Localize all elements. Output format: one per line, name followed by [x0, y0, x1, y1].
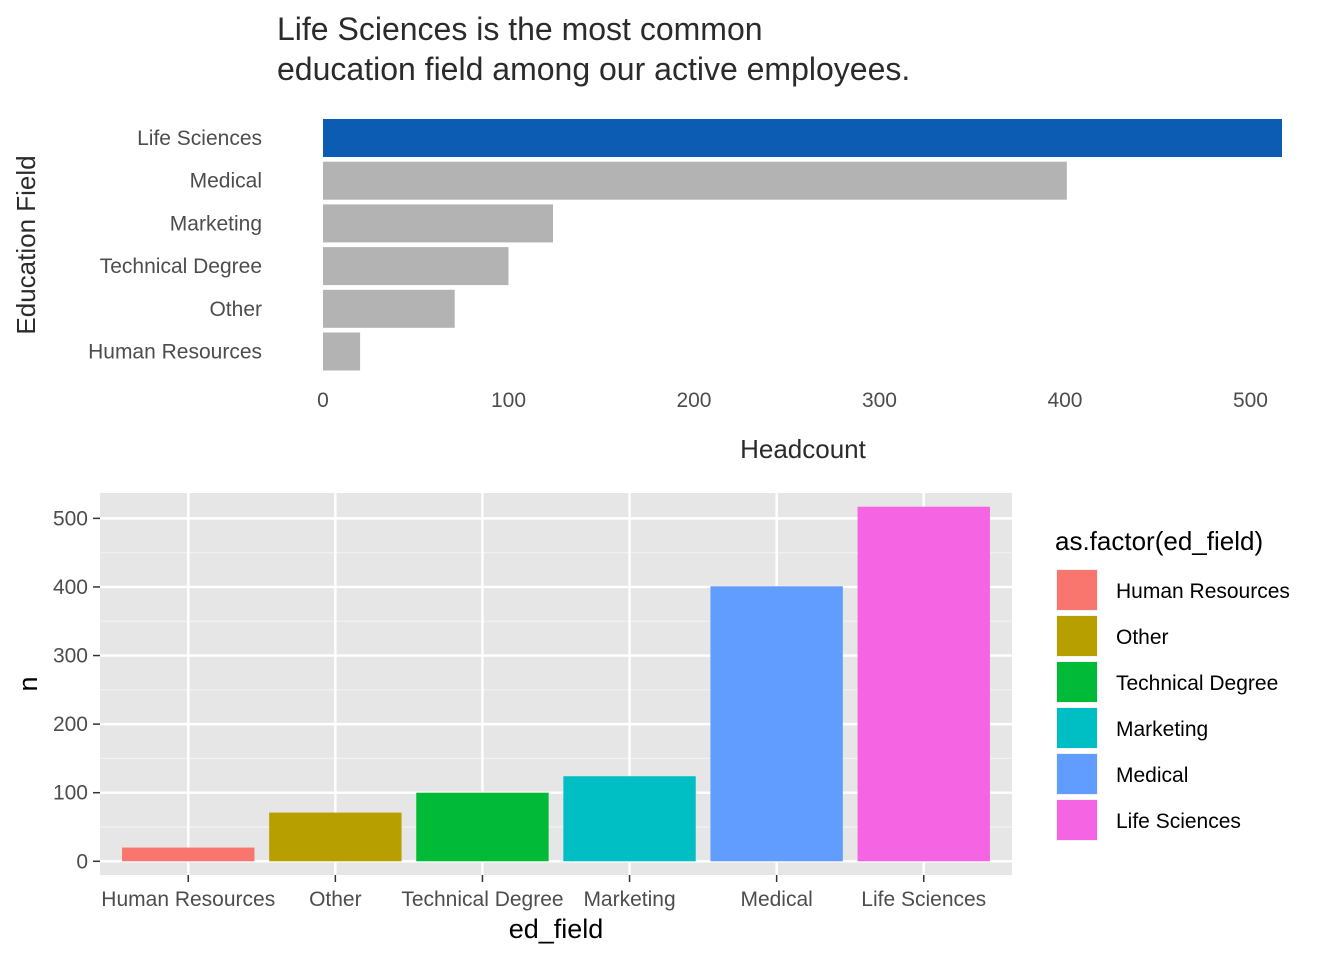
top-x-axis-title: Headcount [740, 434, 867, 464]
bottom-x-tick-label: Life Sciences [861, 888, 986, 911]
legend-swatch-other [1057, 616, 1097, 656]
legend-swatch-life-sciences [1057, 800, 1097, 840]
bottom-bar-human-resources [122, 847, 255, 862]
legend-swatch-marketing [1057, 708, 1097, 748]
top-bar-medical [323, 161, 1067, 200]
bottom-x-tick-label: Marketing [583, 888, 675, 911]
legend-title: as.factor(ed_field) [1055, 526, 1263, 556]
legend-label: Marketing [1116, 718, 1208, 741]
chart-title-line-2: education field among our active employe… [277, 51, 910, 87]
chart-title-line-1: Life Sciences is the most common [277, 11, 763, 47]
top-y-tick-label: Medical [190, 170, 262, 193]
top-bar-technical-degree [323, 247, 509, 286]
top-x-tick-label: 300 [862, 389, 897, 412]
top-y-axis-title: Education Field [11, 155, 41, 334]
legend-swatch-human-resources [1057, 570, 1097, 610]
top-bar-human-resources [323, 332, 361, 371]
legend: as.factor(ed_field) Human Resources Other… [1055, 526, 1290, 841]
bottom-bar-marketing [563, 776, 696, 862]
bottom-y-tick-label: 500 [53, 507, 88, 530]
bottom-y-tick-label: 0 [76, 850, 88, 873]
top-y-tick-label: Technical Degree [100, 255, 262, 278]
top-y-tick-label: Marketing [170, 212, 262, 235]
bottom-bar-other [269, 812, 402, 862]
bottom-y-tick-label: 100 [53, 782, 88, 805]
bottom-x-axis-title: ed_field [509, 914, 604, 944]
legend-label: Medical [1116, 764, 1188, 787]
bottom-y-axis-title: n [13, 676, 43, 691]
top-bar-marketing [323, 204, 554, 243]
legend-label: Human Resources [1116, 580, 1290, 603]
top-x-tick-label: 500 [1233, 389, 1268, 412]
bottom-y-tick-label: 300 [53, 645, 88, 668]
top-headcount-chart: Life Sciences is the most common educati… [11, 11, 1282, 464]
top-bar-other [323, 289, 455, 328]
bottom-x-tick-label: Other [309, 888, 362, 911]
top-y-tick-label: Human Resources [88, 341, 262, 364]
top-bar-life-sciences [323, 119, 1282, 157]
bottom-x-tick-label: Medical [740, 888, 812, 911]
bottom-count-chart: 0 100 200 300 400 500 Human Resources Other Tec… [13, 493, 1290, 944]
bottom-bar-life-sciences [857, 506, 990, 862]
top-x-tick-label: 0 [317, 389, 329, 412]
top-y-tick-label: Other [209, 298, 262, 321]
bottom-bar-technical-degree [416, 792, 549, 862]
top-x-tick-label: 100 [491, 389, 526, 412]
top-y-tick-label: Life Sciences [137, 127, 262, 150]
legend-label: Technical Degree [1116, 672, 1278, 695]
legend-swatch-medical [1057, 754, 1097, 794]
top-x-tick-label: 200 [676, 389, 711, 412]
legend-label: Other [1116, 626, 1169, 649]
bottom-bar-medical [710, 586, 843, 862]
bottom-x-tick-label: Technical Degree [401, 888, 563, 911]
legend-label: Life Sciences [1116, 810, 1241, 833]
top-x-tick-label: 400 [1047, 389, 1082, 412]
legend-swatch-technical-degree [1057, 662, 1097, 702]
bottom-x-tick-label: Human Resources [101, 888, 275, 911]
bottom-y-tick-label: 400 [53, 576, 88, 599]
bottom-y-tick-label: 200 [53, 713, 88, 736]
